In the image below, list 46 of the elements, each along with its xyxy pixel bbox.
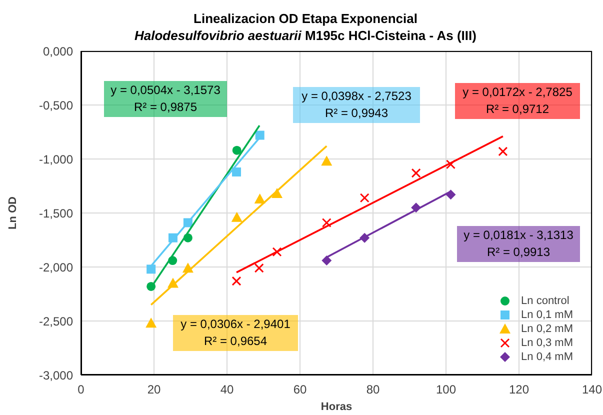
y-tick-label: -2,500: [38, 314, 74, 328]
legend-label: Ln 0,3 mM: [521, 336, 573, 350]
point: [255, 130, 264, 140]
point: [446, 160, 456, 170]
point: [254, 193, 266, 204]
point: [232, 146, 242, 155]
annotation: y = 0,0306x - 2,9401 R² = 0,9654: [173, 316, 298, 350]
y-tick-label: 0,000: [42, 44, 74, 58]
chart-title: Linealizacion OD Etapa Exponencial: [192, 10, 418, 27]
annotation: y = 0,0181x - 3,1313 R² = 0,9913: [457, 227, 580, 261]
legend-label: Ln control: [521, 294, 570, 308]
point: [411, 168, 421, 178]
x-tick-label: 120: [508, 382, 530, 397]
point: [231, 212, 242, 222]
point: [146, 318, 157, 328]
legend-label: Ln 0,2 mM: [521, 322, 573, 336]
y-tick-label: -1,000: [38, 152, 74, 166]
legend-label: Ln 0,4 mM: [521, 350, 573, 364]
chart-subtitle: Halodesulfovibrio aestuarii M195c HCl-Cisteina - As (III): [134, 28, 476, 43]
point: [360, 193, 370, 203]
x-tick-label: 140: [582, 382, 602, 397]
x-axis-title: Horas: [320, 401, 352, 413]
x-tick-label: 40: [220, 382, 234, 397]
y-tick-label: -3,000: [38, 368, 74, 382]
point: [322, 256, 332, 266]
point: [322, 218, 332, 228]
annotation: y = 0,0172x - 2,7825 R² = 0,9712: [455, 84, 580, 118]
x-tick-label: 80: [366, 382, 380, 397]
annotation: y = 0,0398x - 2,7523 R² = 0,9943: [293, 88, 420, 122]
y-axis-title: Ln OD: [6, 196, 19, 230]
x-tick-label: 20: [147, 382, 161, 397]
point: [321, 156, 332, 166]
point: [232, 276, 242, 286]
point: [232, 167, 241, 176]
legend-label: Ln 0,1 mM: [521, 308, 573, 322]
y-tick-label: -1,500: [38, 206, 74, 220]
x-tick-label: 0: [78, 382, 85, 397]
y-tick-label: -0,500: [38, 98, 74, 112]
point: [272, 247, 282, 257]
annotation: y = 0,0504x - 3,1573 R² = 0,9875: [104, 82, 227, 116]
x-tick-label: 100: [436, 382, 456, 397]
y-tick-label: -2,000: [38, 260, 74, 274]
point: [498, 146, 508, 156]
point: [254, 263, 264, 273]
x-tick-label: 60: [293, 382, 307, 397]
point: [146, 264, 156, 274]
